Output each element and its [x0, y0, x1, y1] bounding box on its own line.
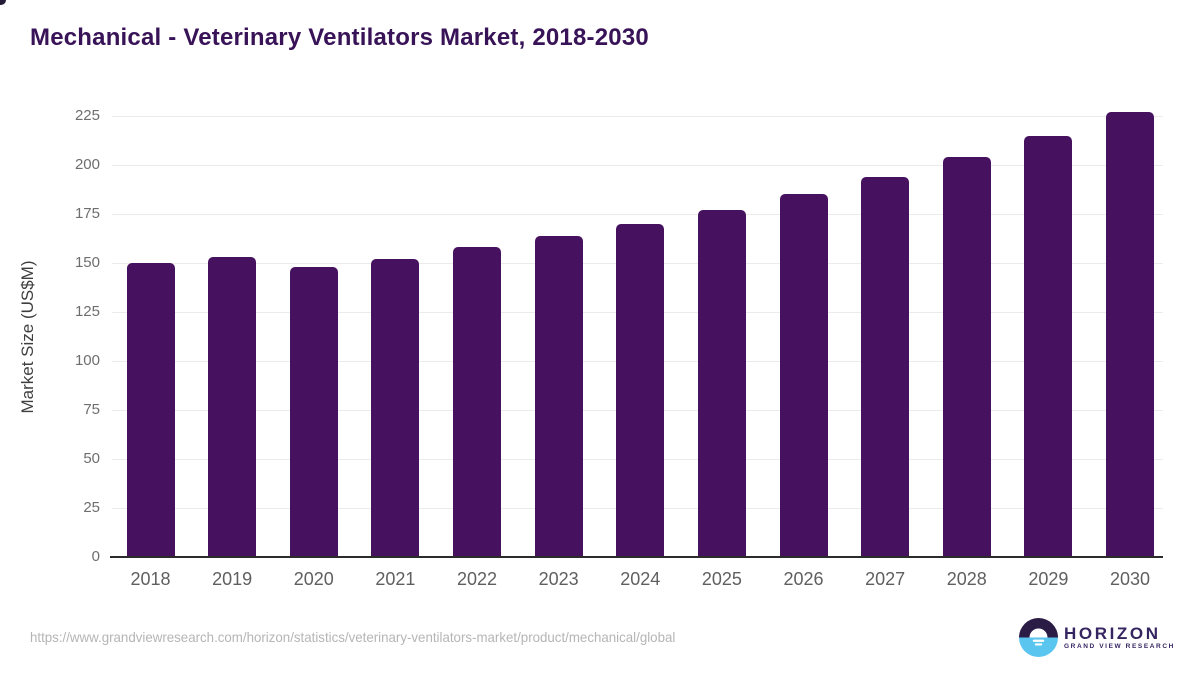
- bar-2018: [126, 263, 175, 557]
- y-tick-label: 50: [83, 450, 100, 467]
- horizon-sun-circle-icon: [1019, 618, 1058, 657]
- x-tick-label-2019: 2019: [212, 569, 253, 589]
- gridline-225: [112, 116, 1163, 117]
- corner-artifact: [0, 0, 6, 5]
- bar-2027: [861, 176, 910, 557]
- horizon-logo: HORIZON GRAND VIEW RESEARCH: [1019, 618, 1175, 657]
- bar-2026: [779, 194, 828, 557]
- y-tick-label: 100: [74, 352, 100, 369]
- x-tick-label-2027: 2027: [865, 569, 906, 589]
- x-tick-label-2025: 2025: [701, 569, 742, 589]
- bar-2028: [942, 157, 991, 557]
- y-tick-label: 175: [74, 205, 100, 222]
- x-tick-label-2023: 2023: [538, 569, 579, 589]
- y-tick-label: 150: [74, 254, 100, 271]
- x-tick-label-2026: 2026: [783, 569, 824, 589]
- gridline-200: [112, 165, 1163, 166]
- x-tick-label-2024: 2024: [620, 569, 661, 589]
- x-tick-label-2018: 2018: [130, 569, 171, 589]
- source-url-text: https://www.grandviewresearch.com/horizo…: [30, 629, 676, 645]
- x-tick-label-2030: 2030: [1109, 569, 1151, 589]
- x-tick-label-2029: 2029: [1028, 569, 1069, 589]
- bar-2024: [616, 223, 665, 557]
- y-tick-label: 125: [74, 303, 100, 320]
- bar-2022: [453, 247, 501, 557]
- x-axis-line: [110, 556, 1163, 558]
- chart-title: Mechanical - Veterinary Ventilators Mark…: [30, 24, 649, 51]
- y-tick-label: 225: [74, 107, 100, 124]
- bar-2029: [1024, 135, 1073, 557]
- bar-2020: [289, 266, 338, 557]
- x-tick-label-2021: 2021: [375, 569, 416, 589]
- bar-2025: [697, 210, 746, 557]
- y-axis-title: Market Size (US$M): [18, 260, 37, 414]
- logo-subtitle: GRAND VIEW RESEARCH: [1064, 643, 1175, 650]
- bar-2019: [208, 257, 257, 557]
- x-tick-label-2022: 2022: [456, 569, 498, 589]
- y-tick-label: 25: [83, 499, 100, 516]
- y-tick-label: 200: [74, 156, 100, 173]
- x-tick-label-2020: 2020: [293, 569, 334, 589]
- bar-2023: [534, 235, 583, 557]
- bar-2021: [371, 259, 420, 557]
- bar-2030: [1106, 112, 1154, 557]
- x-tick-label-2028: 2028: [946, 569, 987, 589]
- gridline-175: [112, 214, 1163, 215]
- logo-wordmark: HORIZON: [1064, 624, 1161, 643]
- y-tick-label: 75: [83, 401, 100, 418]
- y-tick-label: 0: [91, 548, 100, 565]
